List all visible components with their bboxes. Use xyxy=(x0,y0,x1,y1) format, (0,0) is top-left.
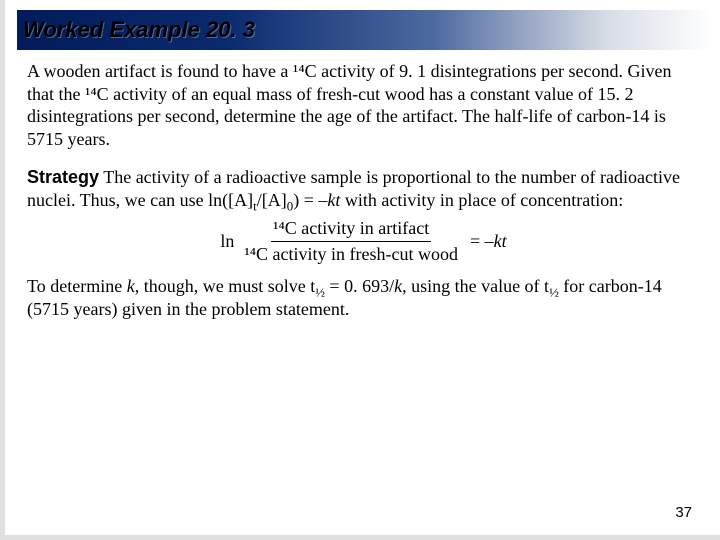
strategy-paragraph: Strategy The activity of a radioactive s… xyxy=(27,166,700,211)
strategy-text-2: /[A] xyxy=(257,190,287,210)
equation-denominator: ¹⁴C activity in fresh-cut wood xyxy=(242,242,460,266)
slide-content: A wooden artifact is found to have a ¹⁴C… xyxy=(27,60,700,320)
strategy-text-3: ) = – xyxy=(293,190,327,210)
slide-title: Worked Example 20. 3 xyxy=(23,17,255,43)
strategy-kt: kt xyxy=(327,190,340,210)
followup-1: To determine xyxy=(27,276,127,296)
equation-numerator: ¹⁴C activity in artifact xyxy=(271,217,431,242)
page-number: 37 xyxy=(675,504,692,521)
equation-eq: = – xyxy=(470,231,494,251)
followup-2: , though, we must solve t xyxy=(135,276,316,296)
followup-k: k xyxy=(127,276,135,296)
title-bar: Worked Example 20. 3 xyxy=(17,10,712,50)
followup-k2: k xyxy=(394,276,402,296)
slide: Worked Example 20. 3 A wooden artifact i… xyxy=(0,0,720,540)
problem-statement: A wooden artifact is found to have a ¹⁴C… xyxy=(27,60,700,150)
followup-half2: ½ xyxy=(549,285,559,300)
equation-rhs: = –kt xyxy=(470,230,507,253)
equation-fraction: ¹⁴C activity in artifact ¹⁴C activity in… xyxy=(242,217,460,265)
strategy-text-4: with activity in place of concentration: xyxy=(340,190,623,210)
followup-half: ½ xyxy=(315,285,325,300)
followup-3: = 0. 693/ xyxy=(325,276,394,296)
followup-paragraph: To determine k, though, we must solve t½… xyxy=(27,275,700,320)
equation-kt: kt xyxy=(494,231,507,251)
equation-ln: ln xyxy=(220,230,234,253)
equation: ln ¹⁴C activity in artifact ¹⁴C activity… xyxy=(27,217,700,265)
followup-4: , using the value of t xyxy=(402,276,549,296)
strategy-label: Strategy xyxy=(27,167,99,187)
